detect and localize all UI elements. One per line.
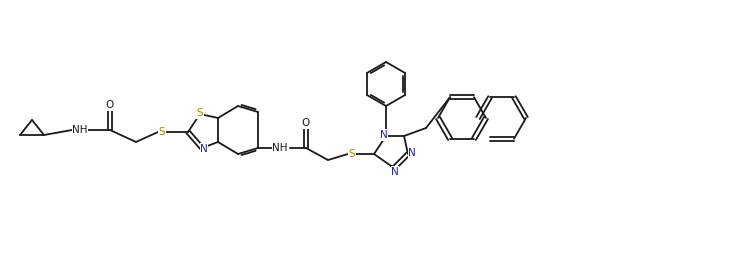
Text: N: N bbox=[380, 130, 388, 140]
Text: O: O bbox=[302, 118, 310, 128]
Text: S: S bbox=[196, 108, 203, 118]
Text: N: N bbox=[408, 148, 416, 158]
Text: N: N bbox=[200, 144, 208, 154]
Text: S: S bbox=[158, 127, 165, 137]
Text: NH: NH bbox=[72, 125, 87, 135]
Text: NH: NH bbox=[272, 143, 288, 153]
Text: O: O bbox=[106, 100, 114, 110]
Text: S: S bbox=[349, 149, 356, 159]
Text: N: N bbox=[391, 167, 399, 177]
